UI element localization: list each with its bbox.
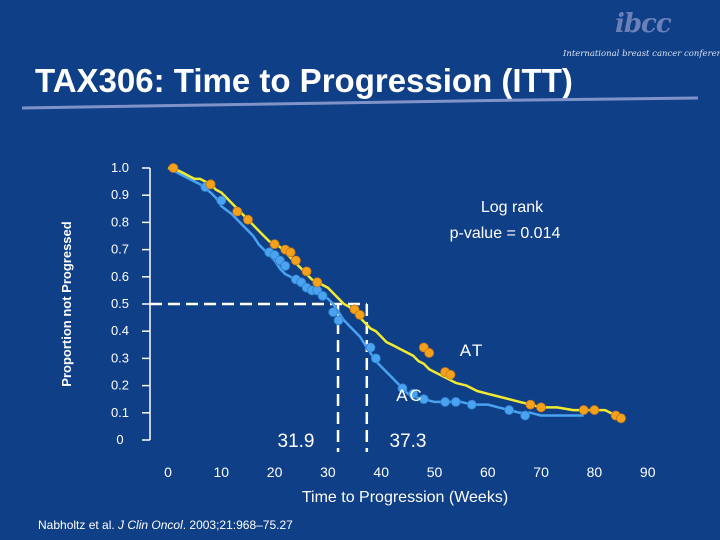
slide-title: TAX306: Time to Progression (ITT) xyxy=(35,62,573,99)
series-label-at: AT xyxy=(460,341,484,360)
x-tick-label: 0 xyxy=(164,464,172,480)
censor-marker-at xyxy=(168,163,179,173)
x-tick-label: 60 xyxy=(480,464,496,480)
logo-subtitle: International breast cancer conference xyxy=(563,49,720,59)
censor-marker-ac xyxy=(280,261,291,271)
censor-marker-at xyxy=(589,405,600,415)
annotation-line: Log rank xyxy=(481,199,544,216)
y-tick-label: 0 xyxy=(116,432,123,447)
censor-marker-at xyxy=(445,369,456,380)
censor-marker-at xyxy=(578,405,589,415)
citation-rest: . 2003;21:968–75.27 xyxy=(182,518,293,532)
censor-marker-ac xyxy=(397,383,408,394)
y-tick-label: 0.2 xyxy=(111,378,129,393)
y-axis-label: Proportion not Progressed xyxy=(59,221,74,386)
x-axis-label: Time to Progression (Weeks) xyxy=(302,489,508,506)
x-tick-label: 70 xyxy=(533,464,549,480)
x-tick-label: 90 xyxy=(640,464,656,480)
y-tick-label: 1.0 xyxy=(111,160,129,175)
censor-marker-ac xyxy=(333,315,344,326)
censor-marker-ac xyxy=(216,195,227,206)
x-tick-label: 40 xyxy=(373,464,389,480)
annotation-line: p-value = 0.014 xyxy=(450,225,561,242)
censor-marker-ac xyxy=(520,410,531,421)
censor-marker-ac xyxy=(370,353,381,364)
censor-marker-at xyxy=(301,266,312,277)
citation-journal: J Clin Oncol xyxy=(118,518,183,532)
censor-marker-ac xyxy=(418,394,429,405)
censor-marker-ac xyxy=(440,397,451,407)
censor-marker-ac xyxy=(450,397,461,407)
censor-marker-at xyxy=(269,239,280,250)
censor-marker-at xyxy=(285,247,296,258)
censor-marker-at xyxy=(232,206,243,217)
citation-authors: Nabholtz et al. xyxy=(38,518,119,532)
median-label: 31.9 xyxy=(278,431,315,452)
censor-marker-ac xyxy=(328,307,339,318)
censor-marker-at xyxy=(291,255,301,266)
y-tick-label: 0.8 xyxy=(111,214,129,229)
censor-marker-at xyxy=(536,402,546,413)
censor-marker-at xyxy=(243,214,253,225)
x-tick-label: 30 xyxy=(320,464,336,480)
y-tick-label: 0.7 xyxy=(111,242,129,257)
logo-mark: ibcc xyxy=(615,9,672,39)
y-tick-label: 0.4 xyxy=(111,323,129,338)
y-tick-label: 0.9 xyxy=(111,187,129,202)
x-tick-label: 80 xyxy=(587,464,603,480)
censor-marker-at xyxy=(616,413,626,424)
x-tick-label: 10 xyxy=(214,464,230,480)
citation: Nabholtz et al. J Clin Oncol. 2003;21:96… xyxy=(38,518,293,532)
censor-marker-ac xyxy=(317,290,328,301)
censor-marker-ac xyxy=(466,399,477,410)
y-tick-label: 0.5 xyxy=(111,296,129,311)
x-tick-label: 20 xyxy=(267,464,283,480)
censor-marker-at xyxy=(424,348,435,358)
censor-marker-at xyxy=(354,309,365,320)
median-label: 37.3 xyxy=(390,431,427,452)
censor-marker-ac xyxy=(504,405,515,415)
censor-marker-at xyxy=(205,179,216,190)
series-line-at xyxy=(168,166,622,420)
x-tick-label: 50 xyxy=(427,464,443,480)
censor-marker-at xyxy=(525,399,536,410)
ibcc-logo: ibcc International breast cancer confere… xyxy=(555,5,720,65)
title-underline xyxy=(21,96,699,110)
censor-marker-ac xyxy=(408,388,419,399)
y-tick-label: 0.6 xyxy=(111,269,129,284)
censor-marker-ac xyxy=(365,342,376,353)
y-tick-label: 0.3 xyxy=(111,350,129,365)
y-tick-label: 0.1 xyxy=(111,405,129,420)
censor-marker-at xyxy=(312,277,323,288)
series-label-ac: AC xyxy=(396,386,424,405)
